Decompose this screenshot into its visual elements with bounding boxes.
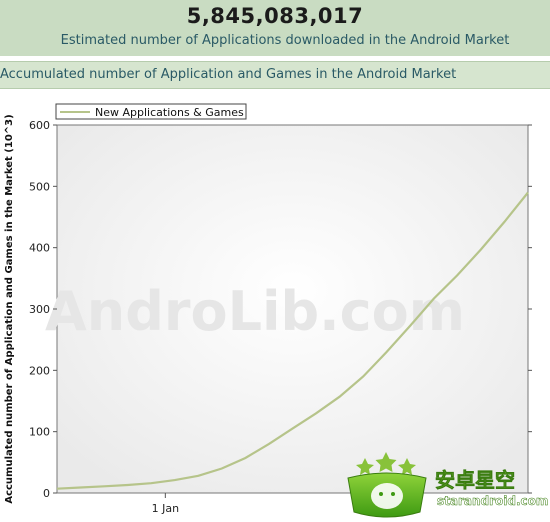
logo-text-url: starandroid.com [437, 494, 548, 508]
y-tick-label: 100 [29, 426, 50, 439]
download-count-caption: Estimated number of Applications downloa… [60, 33, 510, 48]
y-tick-label: 200 [29, 364, 50, 377]
series-line-new-applications [56, 191, 529, 490]
starandroid-logo: 安卓星空 starandroid.com [347, 452, 549, 518]
header-banner: 5,845,083,017 Estimated number of Applic… [0, 0, 550, 56]
legend: New Applications & Games [55, 103, 247, 120]
y-tick-label: 0 [43, 487, 50, 500]
section-bar: Accumulated number of Application and Ga… [0, 61, 550, 89]
plot-area [56, 124, 529, 494]
y-tick-label: 300 [29, 303, 50, 316]
watermark-text: AndroLib.com [45, 280, 465, 343]
y-tick-label: 400 [29, 242, 50, 255]
logo-text-cn: 安卓星空 [435, 468, 515, 492]
y-axis-label: Accumulated number of Application and Ga… [4, 114, 15, 503]
y-tick-label: 600 [29, 119, 50, 132]
section-title: Accumulated number of Application and Ga… [0, 67, 457, 82]
legend-label: New Applications & Games [95, 106, 244, 119]
y-axis: 0 100 200 300 400 500 600 [29, 119, 532, 500]
download-count: 5,845,083,017 [186, 4, 364, 28]
x-tick-label: 1 Jan [152, 502, 179, 515]
legend-box [55, 103, 247, 120]
y-tick-label: 500 [29, 180, 50, 193]
